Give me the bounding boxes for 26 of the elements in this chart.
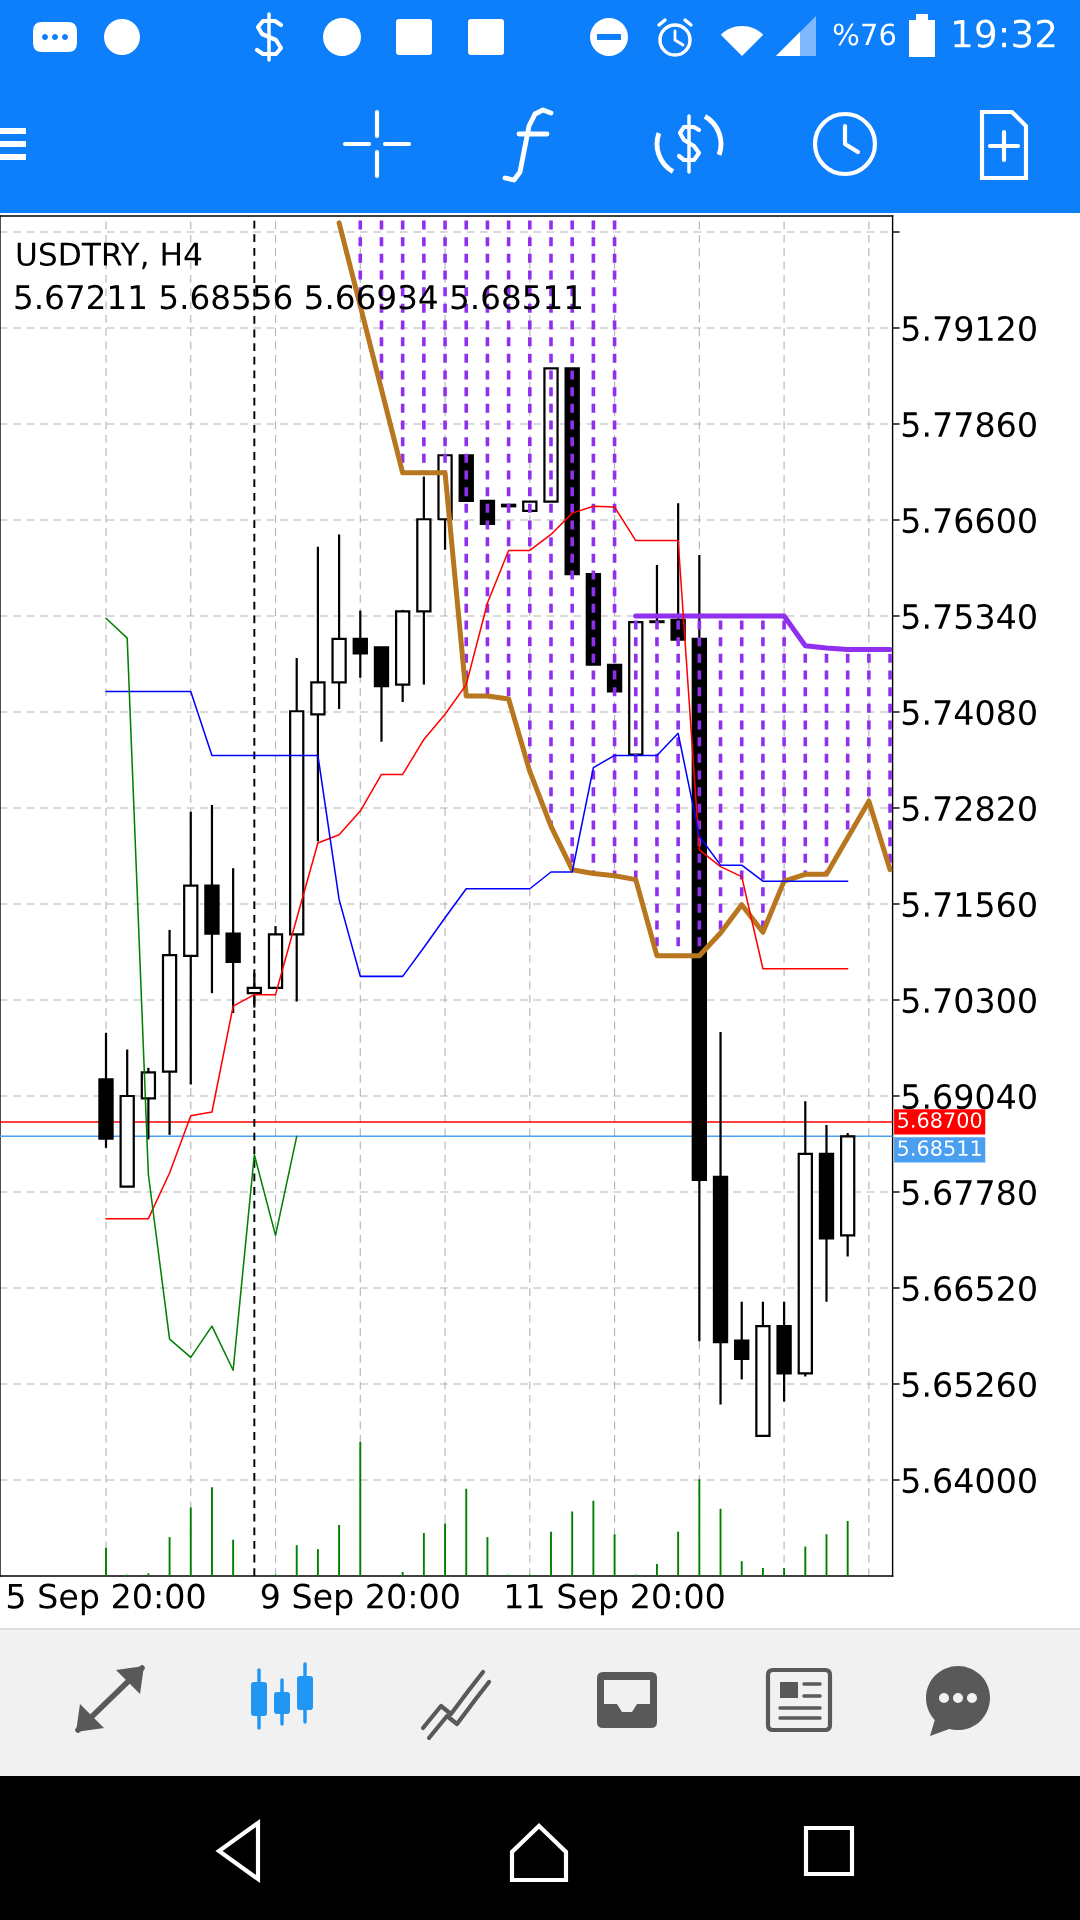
y-tick-label: 5.71560: [902, 891, 1036, 918]
y-tick-label: 5.77860: [902, 411, 1036, 438]
y-tick-label: 5.75340: [902, 603, 1036, 630]
line-series: [105, 690, 849, 978]
text: 19:32: [954, 19, 1055, 48]
text: USDTRY, H4: [17, 242, 202, 270]
line-series: [105, 617, 298, 1372]
text: %76: [833, 23, 896, 46]
y-tick-label: 5.64000: [902, 1467, 1036, 1494]
y-tick-label: 5.69040: [902, 1083, 1036, 1110]
y-tick-label: 5.66520: [902, 1275, 1036, 1302]
x-tick-label: 9 Sep 20:00: [261, 1583, 459, 1616]
y-tick-label: 5.65260: [902, 1371, 1036, 1398]
candlestick: [310, 545, 326, 843]
y-tick-label: 5.79120: [902, 315, 1036, 342]
y-tick-label: 5.72820: [902, 795, 1036, 822]
candlestick: [352, 609, 368, 679]
y-tick-label: 5.74080: [902, 699, 1036, 726]
x-tick-label: 11 Sep 20:00: [506, 1583, 724, 1616]
ref-line-label: 5.68700: [898, 1112, 982, 1128]
y-tick-label: 5.76600: [902, 507, 1036, 534]
candlestick: [734, 1300, 750, 1381]
y-tick-label: 5.70300: [902, 987, 1036, 1014]
y-tick-label: 5.67780: [902, 1179, 1036, 1206]
ref-line-label: 5.68511: [898, 1140, 981, 1156]
x-tick-label: 5 Sep 20:00: [7, 1583, 205, 1616]
